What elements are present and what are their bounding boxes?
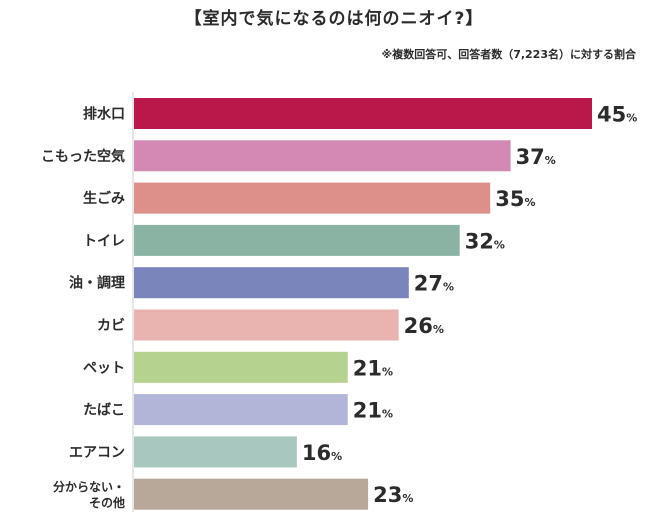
bar (134, 436, 297, 468)
bar (134, 478, 369, 510)
category-label: 排水口 (83, 106, 125, 123)
value-label: 35% (495, 187, 535, 211)
bar (134, 351, 348, 383)
category-label: 油・調理 (69, 275, 125, 292)
bar (134, 182, 491, 214)
category-label: 分からない・その他 (53, 479, 125, 510)
value-label: 23% (373, 483, 413, 507)
category-label: ペット (83, 360, 125, 376)
bar (134, 224, 460, 256)
value-label: 27% (414, 272, 454, 296)
bar (134, 98, 592, 129)
bar (134, 267, 409, 299)
category-label: 生ごみ (83, 190, 125, 207)
value-label: 21% (353, 399, 393, 423)
value-label: 37% (516, 145, 556, 169)
value-label: 26% (404, 314, 444, 338)
value-label: 32% (465, 229, 505, 253)
category-label: トイレ (83, 233, 125, 249)
value-label: 21% (353, 356, 393, 380)
chart-title: 【室内で気になるのは何のニオイ?】 (184, 9, 484, 29)
category-label: エアコン (69, 445, 125, 461)
category-label: こもった空気 (41, 148, 125, 165)
category-label: カビ (97, 318, 125, 334)
bar (134, 394, 348, 426)
value-label: 16% (302, 441, 342, 465)
bar (134, 309, 399, 341)
bar (134, 140, 511, 172)
value-label: 45% (597, 103, 637, 127)
chart-note: ※複数回答可、回答者数（7,223名）に対する割合 (381, 48, 637, 61)
category-label: たばこ (83, 403, 125, 419)
